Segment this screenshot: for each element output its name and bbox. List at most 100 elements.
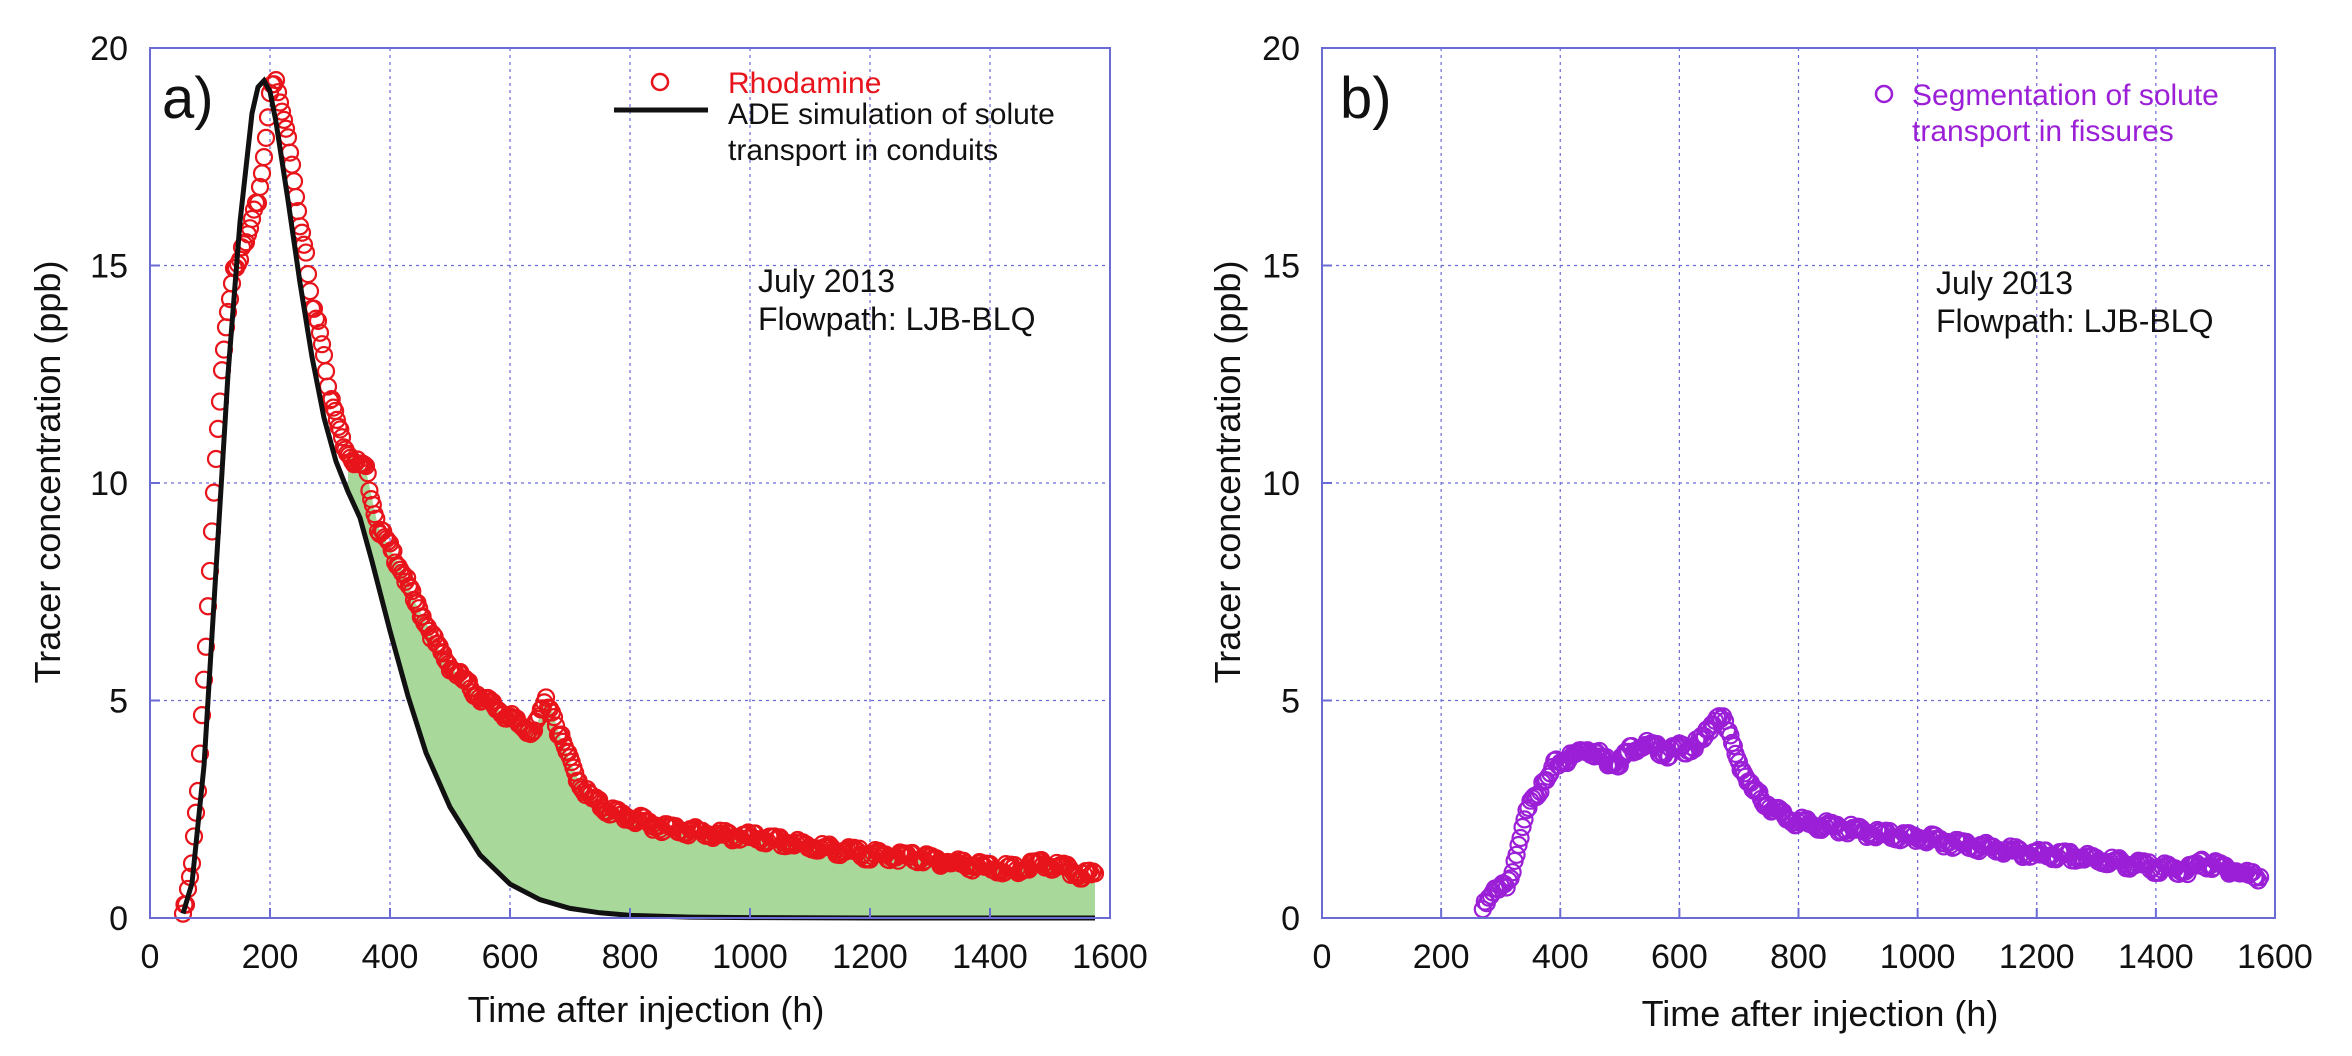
legend-fissures-label-line-1: Segmentation of solute	[1912, 79, 2219, 112]
data-point	[536, 688, 556, 707]
data-point	[194, 670, 214, 689]
panel-a-annotation-line-1: July 2013	[758, 263, 895, 299]
x-tick-label: 600	[482, 938, 539, 976]
panel-a-rhodamine-points	[173, 71, 1105, 923]
panel-b-legend: Segmentation of solute transport in fiss…	[1874, 79, 2219, 148]
data-point	[1503, 863, 1522, 882]
data-point	[332, 428, 352, 447]
data-point	[266, 71, 286, 90]
panel-b-y-ticks: 0 5 10 15 20	[1262, 30, 1332, 938]
y-tick-label: 10	[1262, 465, 1300, 503]
data-point	[1513, 817, 1532, 837]
data-point	[327, 410, 346, 429]
y-tick-label: 5	[1281, 683, 1300, 721]
x-tick-label: 0	[141, 938, 160, 976]
panel-b-annotation-line-2: Flowpath: LJB-BLQ	[1936, 303, 2213, 339]
panel-b: 0 200 400 600 800 1000 1200 1400 1600 0 5 10 15 20 b…	[1207, 30, 2313, 1034]
data-point	[188, 781, 208, 801]
data-point	[1906, 831, 1925, 850]
x-tick-label: 400	[362, 938, 419, 976]
y-tick-label: 15	[90, 248, 128, 286]
panel-b-letter: b)	[1340, 66, 1392, 131]
data-point	[312, 335, 332, 354]
x-tick-label: 1200	[1999, 938, 2075, 976]
data-point	[403, 581, 422, 601]
data-point	[298, 265, 318, 284]
data-point	[1507, 845, 1526, 864]
data-point	[196, 637, 216, 656]
x-tick-label: 800	[1770, 938, 1827, 976]
x-tick-label: 0	[1313, 938, 1332, 976]
y-tick-label: 0	[109, 900, 128, 938]
y-tick-label: 0	[1281, 900, 1300, 938]
data-point	[1084, 862, 1103, 881]
panel-a-fissure-area	[348, 450, 1095, 918]
x-tick-label: 200	[1413, 938, 1470, 976]
data-point	[379, 532, 398, 551]
panel-b-fissure-points	[1473, 707, 2270, 919]
x-tick-label: 1200	[832, 938, 908, 976]
data-point	[254, 147, 274, 167]
x-tick-label: 1400	[952, 938, 1028, 976]
data-point	[1539, 767, 1558, 786]
data-point	[310, 323, 330, 342]
panel-a: 0 200 400 600 800 1000 1200 1400 1600 0 5 10 15 20 a…	[27, 30, 1148, 1030]
y-tick-label: 10	[90, 465, 128, 503]
data-point	[1497, 878, 1516, 897]
y-tick-label: 15	[1262, 248, 1300, 286]
data-point	[546, 716, 566, 735]
data-point	[363, 495, 382, 515]
data-point	[1085, 864, 1105, 883]
data-point	[250, 177, 270, 197]
data-point	[428, 634, 448, 654]
y-tick-label: 5	[109, 683, 128, 721]
panel-a-y-axis-label: Tracer concentration (ppb)	[27, 261, 68, 684]
data-point	[355, 455, 374, 474]
data-point	[256, 128, 276, 147]
panel-a-x-axis-label: Time after injection (h)	[468, 989, 825, 1030]
data-point	[190, 744, 210, 763]
data-point	[322, 390, 341, 409]
data-point	[1515, 810, 1534, 829]
data-point	[314, 345, 334, 365]
panel-b-grid	[1322, 48, 2275, 918]
data-point	[242, 209, 262, 229]
data-point	[2251, 868, 2270, 887]
legend-ade-label-line-2: transport in conduits	[728, 134, 998, 167]
x-tick-label: 1000	[1880, 938, 1956, 976]
panel-a-y-ticks: 0 5 10 15 20	[90, 30, 160, 938]
panel-a-x-ticks: 0 200 400 600 800 1000 1200 1400 1600	[141, 908, 1148, 976]
legend-rhodamine-label: Rhodamine	[728, 67, 881, 100]
x-tick-label: 1000	[712, 938, 788, 976]
y-tick-label: 20	[1262, 30, 1300, 68]
data-point	[521, 724, 540, 744]
panel-a-letter: a)	[162, 66, 214, 131]
data-point	[308, 311, 328, 330]
panel-a-ade-line	[180, 76, 1095, 921]
data-point	[544, 708, 564, 727]
legend-ade-label-line-1: ADE simulation of solute	[728, 98, 1055, 131]
legend-fissures-label-line-2: transport in fissures	[1912, 115, 2174, 148]
x-tick-label: 1400	[2118, 938, 2194, 976]
data-point	[1509, 835, 1528, 855]
legend-rhodamine-marker	[650, 72, 670, 92]
x-tick-label: 200	[242, 938, 299, 976]
data-point	[282, 155, 302, 174]
legend-fissures-marker	[1874, 84, 1894, 104]
data-point	[331, 420, 350, 439]
x-tick-label: 1600	[1072, 938, 1148, 976]
data-point	[1511, 828, 1530, 848]
x-tick-label: 1600	[2237, 938, 2313, 976]
panel-b-x-ticks: 0 200 400 600 800 1000 1200 1400 1600	[1313, 908, 2313, 976]
data-point	[1729, 752, 1749, 772]
data-point	[316, 362, 336, 381]
panel-b-y-axis-label: Tracer concentration (ppb)	[1207, 261, 1248, 684]
panel-b-x-axis-label: Time after injection (h)	[1642, 993, 1999, 1034]
panel-b-annotation-line-1: July 2013	[1936, 265, 2073, 301]
x-tick-label: 600	[1651, 938, 1708, 976]
y-tick-label: 20	[90, 30, 128, 68]
data-point	[218, 302, 238, 322]
panel-a-legend: Rhodamine ADE simulation of solute trans…	[614, 67, 1055, 167]
panel-a-annotation-line-2: Flowpath: LJB-BLQ	[758, 301, 1035, 337]
